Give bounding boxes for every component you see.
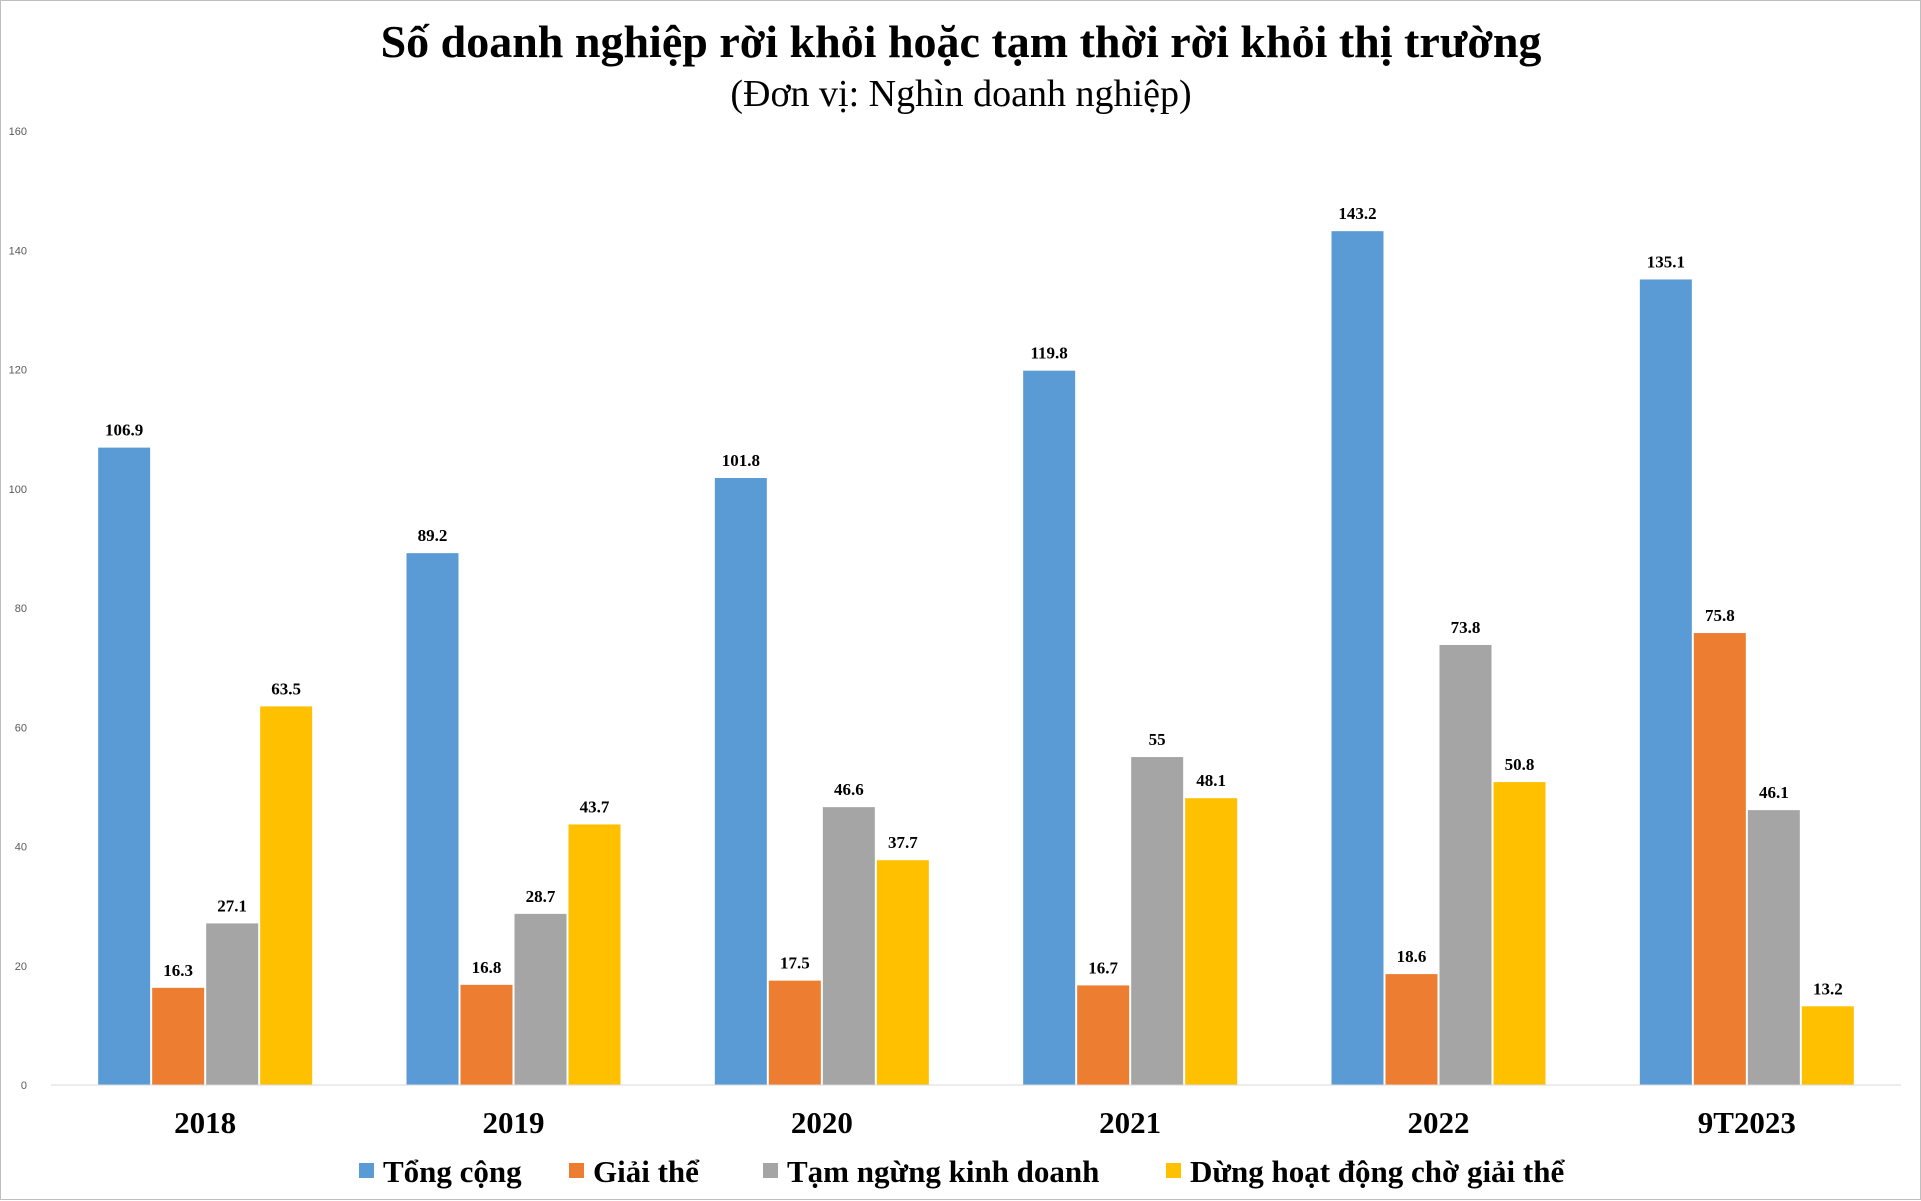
x-tick-label: 2018 [174,1105,236,1140]
bars [98,231,1854,1086]
chart-title: Số doanh nghiệp rời khỏi hoặc tạm thời r… [381,16,1542,67]
bar [1493,782,1546,1085]
data-label: 28.7 [526,887,556,906]
chart-subtitle: (Đơn vị: Nghìn doanh nghiệp) [730,73,1191,115]
y-tick-label: 20 [15,961,27,973]
bar [1801,1006,1854,1085]
data-label: 55 [1149,730,1166,749]
legend-label: Giải thể [593,1154,700,1189]
bar [1077,985,1130,1085]
bar [260,706,313,1085]
data-label: 89.2 [418,526,448,545]
data-label: 13.2 [1813,979,1843,998]
data-label: 46.6 [834,780,864,799]
y-tick-label: 160 [9,126,27,138]
y-tick-label: 80 [15,603,27,615]
x-tick-label: 2022 [1408,1105,1470,1140]
bar [714,478,767,1086]
bar [98,447,151,1085]
data-label: 119.8 [1031,344,1068,363]
data-label: 50.8 [1505,755,1535,774]
data-label: 18.6 [1397,947,1427,966]
legend-swatch [359,1163,374,1178]
bar [822,807,875,1085]
bar [568,824,621,1085]
legend-label: Tổng cộng [383,1154,522,1189]
legend-swatch [569,1163,584,1178]
y-tick-label: 100 [9,484,27,496]
legend: Tổng cộng Giải thể Tạm ngừng kinh doanh Dừn… [359,1154,1565,1189]
data-label: 17.5 [780,954,810,973]
data-label: 16.8 [472,958,502,977]
bar [1023,370,1076,1085]
data-label: 43.7 [580,797,610,816]
bar [876,860,929,1085]
bar [768,980,821,1085]
data-label: 48.1 [1196,771,1226,790]
legend-swatch [1166,1163,1181,1178]
bar [1639,279,1692,1085]
bar [460,984,513,1085]
x-tick-label: 2020 [791,1105,853,1140]
data-labels: 106.9 16.3 27.1 63.5 89.2 16.8 28.7 43.7 101.8 17… [105,204,1843,998]
bar [406,553,459,1085]
data-label: 46.1 [1759,783,1789,802]
y-tick-label: 0 [21,1080,27,1092]
data-label: 135.1 [1647,252,1685,271]
y-tick-label: 40 [15,842,27,854]
data-label: 101.8 [722,451,760,470]
bar [1693,633,1746,1085]
data-label: 37.7 [888,833,918,852]
y-tick-label: 140 [9,245,27,257]
data-label: 75.8 [1705,606,1735,625]
bar [206,923,259,1085]
x-tick-label: 9T2023 [1698,1105,1796,1140]
bar [1185,798,1238,1085]
x-axis: 2018 2019 2020 2021 2022 9T2023 [174,1105,1796,1140]
bar [152,987,205,1085]
bar [1331,231,1384,1086]
bar [1385,974,1438,1085]
data-label: 106.9 [105,421,143,440]
data-label: 63.5 [271,679,301,698]
bar [1131,757,1184,1085]
y-tick-label: 60 [15,722,27,734]
legend-swatch [763,1163,778,1178]
data-label: 16.7 [1088,958,1118,977]
bar [1439,644,1492,1085]
x-tick-label: 2019 [483,1105,545,1140]
bar [1747,810,1800,1085]
bar [514,913,567,1085]
data-label: 27.1 [217,896,247,915]
y-tick-label: 120 [9,365,27,377]
legend-label: Tạm ngừng kinh doanh [787,1154,1099,1189]
data-label: 73.8 [1451,618,1481,637]
data-label: 16.3 [163,961,193,980]
data-label: 143.2 [1338,204,1376,223]
y-axis: 0 20 40 60 80 100 120 140 160 [9,126,27,1092]
x-tick-label: 2021 [1099,1105,1161,1140]
legend-label: Dừng hoạt động chờ giải thể [1190,1154,1565,1189]
